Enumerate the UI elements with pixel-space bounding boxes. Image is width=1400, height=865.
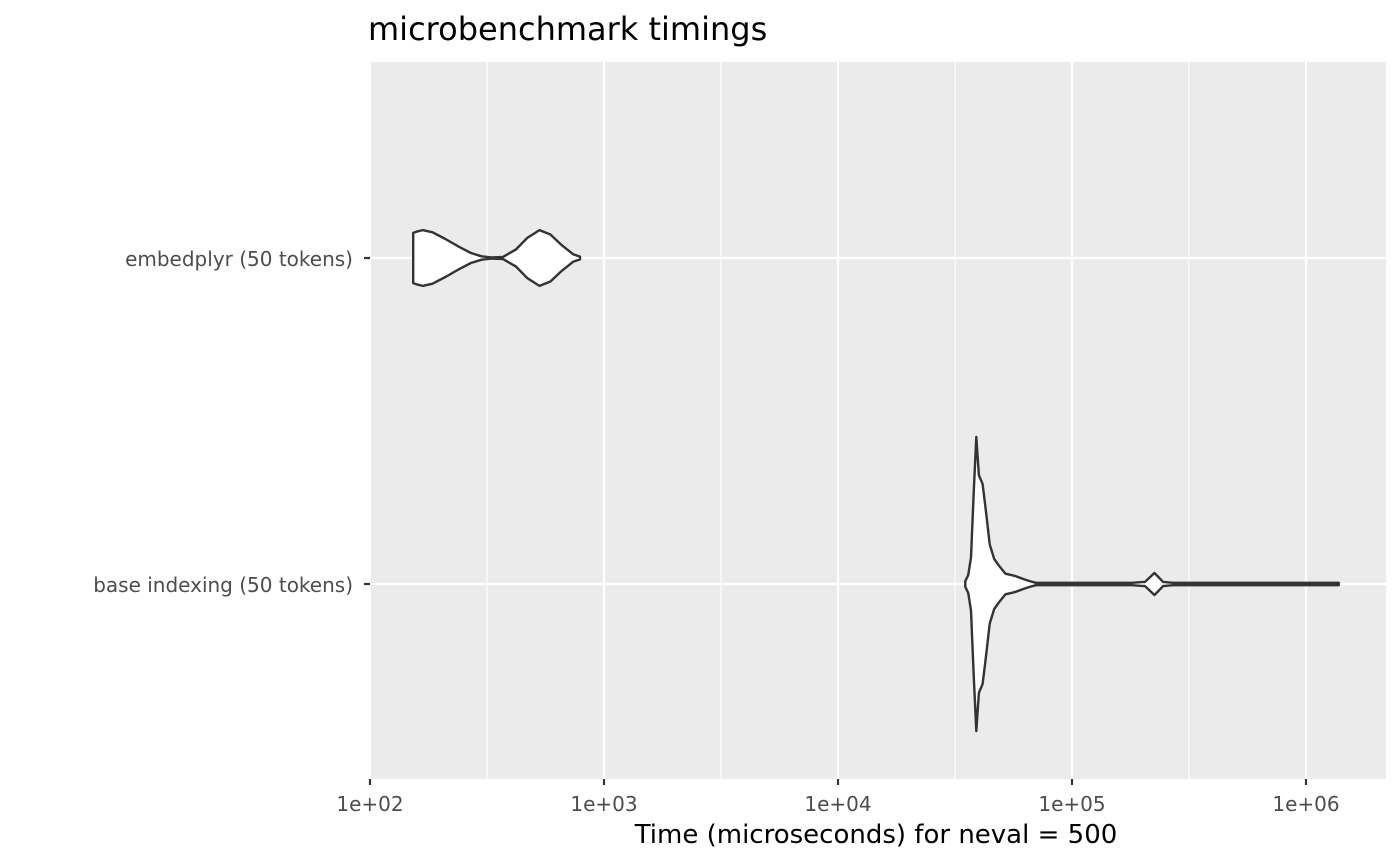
tick-marks [364, 256, 1308, 785]
x-axis: 1e+02 1e+03 1e+04 1e+05 1e+06 [336, 792, 1339, 816]
y-axis: embedplyr (50 tokens) base indexing (50 … [93, 247, 353, 597]
y-tick-label-embedplyr: embedplyr (50 tokens) [125, 247, 353, 271]
plot-panel [370, 62, 1386, 779]
violin-embedplyr [412, 228, 582, 288]
minor-gridlines [486, 62, 1190, 779]
x-tick-label: 1e+02 [336, 792, 403, 816]
y-tick-label-base-indexing: base indexing (50 tokens) [93, 573, 353, 597]
x-axis-title: Time (microseconds) for neval = 500 [634, 820, 1118, 850]
major-gridlines [368, 62, 1386, 779]
x-tick-label: 1e+04 [804, 792, 871, 816]
x-tick-label: 1e+05 [1038, 792, 1105, 816]
violins [412, 228, 1340, 733]
chart-title: microbenchmark timings [368, 10, 767, 48]
violin-base-indexing [964, 435, 1340, 733]
x-tick-label: 1e+06 [1272, 792, 1339, 816]
x-tick-label: 1e+03 [570, 792, 637, 816]
